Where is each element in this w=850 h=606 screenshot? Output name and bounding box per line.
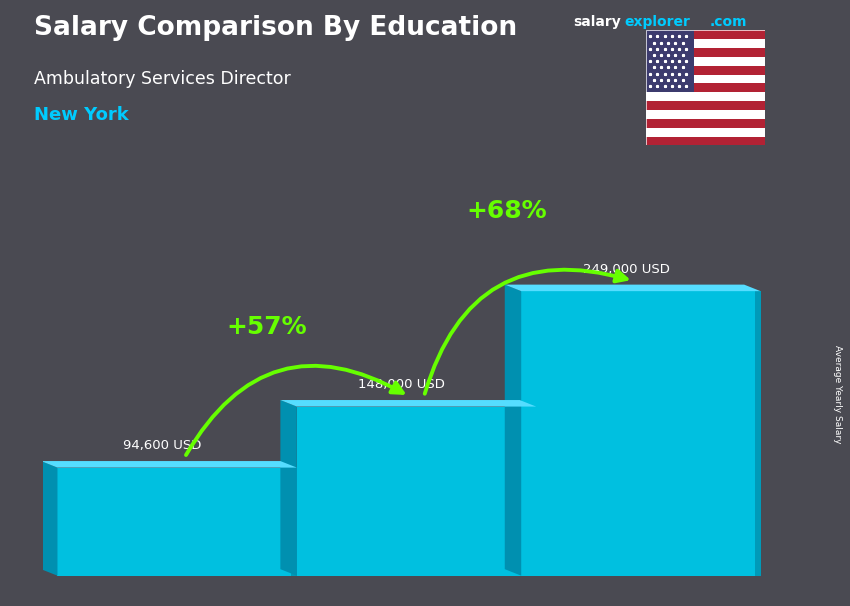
Polygon shape (755, 291, 761, 576)
Polygon shape (58, 468, 297, 576)
Polygon shape (505, 285, 521, 576)
Text: explorer: explorer (625, 15, 690, 29)
Text: New York: New York (34, 106, 128, 124)
Polygon shape (297, 407, 536, 576)
Polygon shape (280, 400, 297, 576)
Bar (646, 57, 765, 65)
Bar (646, 128, 765, 136)
Bar (646, 65, 765, 75)
Text: salary: salary (574, 15, 621, 29)
Text: 148,000 USD: 148,000 USD (358, 378, 445, 391)
Bar (646, 30, 694, 92)
Polygon shape (505, 285, 761, 291)
Text: +68%: +68% (466, 199, 547, 223)
Polygon shape (41, 461, 297, 468)
Bar (646, 48, 765, 57)
Bar (646, 110, 765, 119)
Bar (646, 75, 765, 84)
Text: 94,600 USD: 94,600 USD (123, 439, 201, 452)
Text: 249,000 USD: 249,000 USD (582, 262, 670, 276)
Bar (646, 136, 765, 145)
Text: Ambulatory Services Director: Ambulatory Services Director (34, 70, 291, 88)
Polygon shape (280, 400, 536, 407)
Bar (646, 92, 765, 101)
Polygon shape (41, 461, 58, 576)
Bar (646, 30, 765, 39)
Text: +57%: +57% (227, 315, 307, 339)
Polygon shape (521, 291, 761, 576)
Polygon shape (530, 407, 536, 576)
Text: Average Yearly Salary: Average Yearly Salary (833, 345, 842, 443)
Polygon shape (291, 468, 297, 576)
Bar (646, 39, 765, 48)
Bar (646, 101, 765, 110)
Text: Salary Comparison By Education: Salary Comparison By Education (34, 15, 517, 41)
Text: .com: .com (710, 15, 747, 29)
Bar (646, 84, 765, 92)
Bar (646, 119, 765, 128)
